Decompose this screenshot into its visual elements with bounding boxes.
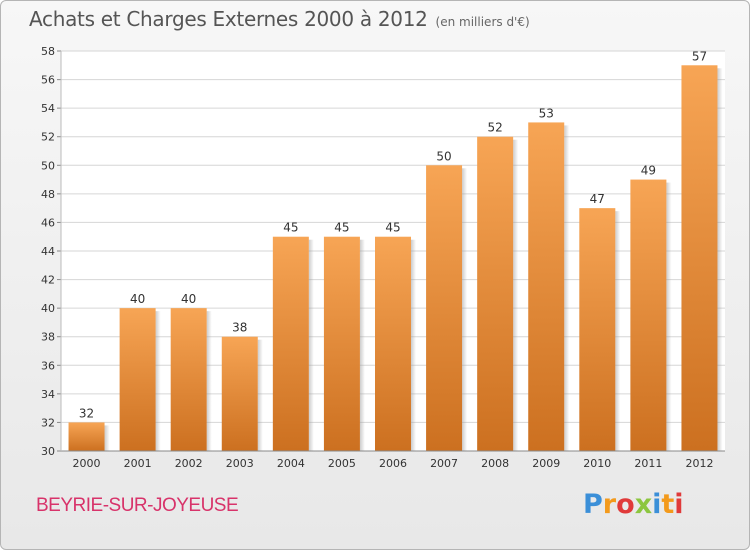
bar-value-label: 50 xyxy=(436,149,451,163)
bar xyxy=(68,422,105,451)
bar xyxy=(477,136,514,451)
x-tick-label: 2004 xyxy=(277,457,305,470)
logo-letter: o xyxy=(616,489,635,520)
x-tick-label: 2009 xyxy=(532,457,560,470)
bar xyxy=(426,165,463,452)
x-tick-label: 2010 xyxy=(583,457,611,470)
bar xyxy=(375,236,411,451)
bar-shadow xyxy=(359,239,365,451)
x-tick-label: 2003 xyxy=(226,457,254,470)
logo-letter: i xyxy=(674,489,684,520)
bar xyxy=(630,179,667,452)
y-tick-label: 38 xyxy=(41,331,55,344)
x-tick-label: 2007 xyxy=(430,457,458,470)
y-tick-label: 40 xyxy=(41,302,55,315)
chart-subtitle: (en milliers d'€) xyxy=(435,15,530,29)
x-tick-label: 2005 xyxy=(328,457,356,470)
y-tick-label: 34 xyxy=(41,388,55,401)
bar-value-label: 52 xyxy=(488,121,503,135)
logo-letter: t xyxy=(661,489,675,520)
y-tick-label: 32 xyxy=(41,416,55,429)
y-tick-label: 54 xyxy=(41,102,55,115)
bar-shadow xyxy=(513,139,519,451)
bar-shadow xyxy=(615,211,621,451)
bar-value-label: 47 xyxy=(590,192,605,206)
bar-shadow xyxy=(308,239,314,451)
bar xyxy=(323,236,360,451)
y-tick-label: 46 xyxy=(41,216,55,229)
y-tick-label: 42 xyxy=(41,274,55,287)
x-tick-label: 2006 xyxy=(379,457,407,470)
x-tick-label: 2000 xyxy=(73,457,101,470)
commune-name: BEYRIE-SUR-JOYEUSE xyxy=(36,495,239,516)
bar-shadow xyxy=(666,182,672,452)
x-tick-label: 2001 xyxy=(124,457,152,470)
bar-shadow xyxy=(564,125,570,451)
x-axis-ticks: 2000 2001 2002 2003 2004 2005 2006 2007 2008 2009… xyxy=(73,457,714,470)
bar xyxy=(170,308,207,451)
bars xyxy=(68,65,723,452)
data-labels: 32 40 40 38 45 45 45 50 52 53 47 49 57 xyxy=(79,49,707,420)
bar-shadow xyxy=(155,311,161,451)
bar xyxy=(119,308,156,451)
y-tick-label: 58 xyxy=(41,45,55,58)
bar-shadow xyxy=(462,168,468,452)
bar-shadow xyxy=(411,239,416,451)
bar xyxy=(681,65,718,452)
bar-value-label: 40 xyxy=(130,292,145,306)
x-tick-label: 2002 xyxy=(175,457,203,470)
logo-letter: r xyxy=(602,489,617,520)
x-tick-label: 2012 xyxy=(685,457,713,470)
bar xyxy=(579,208,616,451)
bar-value-label: 49 xyxy=(641,164,656,178)
bar-value-label: 38 xyxy=(232,321,247,335)
bar-shadow xyxy=(257,339,263,451)
logo-letter: x xyxy=(634,489,653,520)
logo-letter: P xyxy=(583,489,603,520)
bar-value-label: 53 xyxy=(539,106,554,120)
bar-shadow xyxy=(206,311,212,451)
bar xyxy=(272,236,309,451)
x-tick-label: 2011 xyxy=(634,457,662,470)
y-tick-label: 52 xyxy=(41,131,55,144)
y-axis-ticks: 30 32 34 36 38 40 42 44 46 48 50 52 54 56 58 xyxy=(41,45,61,458)
bar-shadow xyxy=(104,425,110,451)
x-tick-label: 2008 xyxy=(481,457,509,470)
y-tick-label: 56 xyxy=(41,74,55,87)
bar-value-label: 57 xyxy=(692,49,707,63)
bar xyxy=(528,122,565,451)
y-tick-label: 30 xyxy=(41,445,55,458)
bar xyxy=(221,336,258,451)
y-tick-label: 48 xyxy=(41,188,55,201)
bar-shadow xyxy=(717,68,723,452)
bar-value-label: 45 xyxy=(283,221,298,235)
y-tick-label: 44 xyxy=(41,245,55,258)
y-tick-label: 50 xyxy=(41,159,55,172)
y-tick-label: 36 xyxy=(41,359,55,372)
bar-value-label: 45 xyxy=(385,221,400,235)
bar-value-label: 45 xyxy=(334,221,349,235)
bar-value-label: 32 xyxy=(79,406,94,420)
chart-title-text: Achats et Charges Externes 2000 à 2012 xyxy=(29,7,428,31)
logo-letter: i xyxy=(652,489,662,520)
chart-title: Achats et Charges Externes 2000 à 2012 (e… xyxy=(29,7,530,31)
proxiti-logo[interactable]: Proxiti xyxy=(583,489,684,520)
bar-value-label: 40 xyxy=(181,292,196,306)
